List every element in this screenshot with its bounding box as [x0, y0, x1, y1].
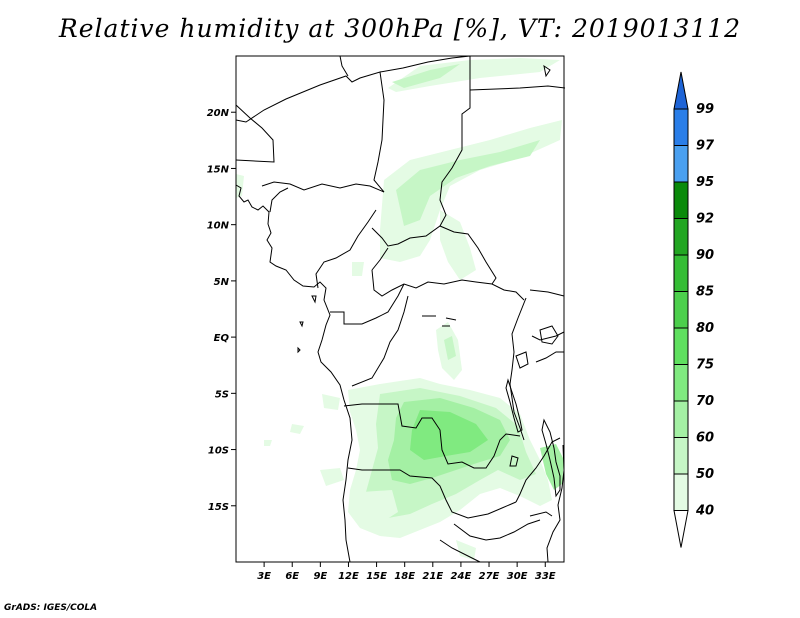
colorbar-label: 95	[696, 175, 714, 190]
humidity-contour	[290, 424, 304, 434]
lat-tick-label: 20N	[207, 108, 230, 119]
humidity-contour	[388, 58, 560, 92]
lake-outline	[539, 325, 559, 345]
lake-outline	[422, 315, 457, 327]
colorbar-label: 70	[696, 394, 714, 409]
colorbar: 99 97 95 92 90 85 80 75 70 60 50 40	[673, 71, 715, 548]
border-line	[371, 269, 525, 301]
colorbar-label: 85	[696, 285, 714, 300]
lon-tick-label: 21E	[422, 571, 443, 582]
lat-tick-label: 15S	[208, 502, 229, 513]
lat-tick-label: 15N	[207, 164, 230, 175]
colorbar-label: 99	[696, 102, 714, 117]
lake-outline	[541, 418, 561, 498]
chart-title: Relative humidity at 300hPa [%], VT: 201…	[58, 14, 742, 43]
lake-outline	[505, 378, 523, 433]
colorbar-segment	[673, 327, 689, 365]
lat-tick-label: 5N	[214, 277, 230, 288]
lat-tick-label: 5S	[215, 389, 229, 400]
lon-tick-label: 6E	[285, 571, 299, 582]
humidity-contour	[320, 468, 344, 486]
humidity-contour	[352, 262, 364, 276]
colorbar-segment	[673, 473, 689, 511]
humidity-contour	[456, 540, 476, 560]
humidity-contour	[362, 490, 398, 526]
credit-text: GrADS: IGES/COLA	[4, 603, 98, 613]
colorbar-segment	[673, 291, 689, 329]
colorbar-segment	[673, 364, 689, 402]
colorbar-label: 97	[696, 139, 715, 154]
lon-tick-label: 18E	[394, 571, 415, 582]
colorbar-segment	[673, 145, 689, 183]
colorbar-segment	[673, 108, 689, 146]
colorbar-segment	[673, 400, 689, 438]
border-line	[330, 283, 405, 325]
colorbar-segment	[673, 218, 689, 256]
lake-outline	[529, 511, 553, 517]
country-borders	[235, 55, 566, 563]
map-frame	[235, 55, 565, 563]
colorbar-label: 40	[695, 504, 714, 519]
border-line	[379, 55, 471, 227]
border-line	[453, 519, 541, 541]
humidity-contour	[264, 440, 272, 446]
border-line	[371, 225, 497, 285]
lat-tick-label: EQ	[214, 333, 230, 344]
border-line	[315, 209, 377, 289]
humidity-contour	[440, 210, 476, 280]
humidity-contour	[322, 394, 340, 410]
lat-tick-label: 10N	[207, 221, 230, 232]
border-line	[261, 181, 385, 193]
lon-tick-label: 15E	[366, 571, 387, 582]
lon-tick-label: 27E	[479, 571, 500, 582]
humidity-contour	[392, 64, 460, 88]
border-line	[235, 104, 275, 163]
border-line	[535, 351, 564, 363]
colorbar-label: 60	[696, 431, 714, 446]
lon-tick-label: 24E	[451, 571, 472, 582]
map-axes: 20N 15N 10N 5N EQ 5S 10S 15S 3E 6E 9E 12E 15E 18E 21E 2…	[207, 108, 556, 582]
lat-tick-label: 10S	[208, 446, 229, 457]
colorbar-segment	[673, 437, 689, 475]
lon-tick-label: 3E	[257, 571, 271, 582]
border-line	[339, 55, 349, 77]
colorbar-label: 90	[696, 248, 714, 263]
humidity-shading	[236, 58, 564, 560]
island-outline	[297, 64, 551, 354]
humidity-contour	[396, 140, 540, 226]
humidity-contour	[410, 410, 488, 460]
lon-tick-label: 30E	[507, 571, 528, 582]
border-line	[529, 289, 565, 297]
lake-outline	[515, 351, 529, 369]
border-line	[439, 539, 481, 563]
border-line	[269, 187, 289, 213]
border-line	[371, 247, 389, 271]
lon-tick-label: 33E	[535, 571, 556, 582]
colorbar-segment	[673, 181, 689, 219]
coastline	[235, 184, 353, 563]
humidity-contour	[404, 488, 432, 508]
lon-tick-label: 9E	[313, 571, 327, 582]
colorbar-label: 50	[696, 467, 714, 482]
colorbar-label: 92	[696, 212, 714, 227]
colorbar-segment	[673, 254, 689, 292]
colorbar-label: 75	[696, 358, 714, 373]
border-line	[469, 85, 566, 91]
border-line	[531, 331, 565, 341]
humidity-contour	[444, 336, 456, 360]
border-line	[235, 71, 385, 193]
border-line	[343, 403, 521, 469]
humidity-contour	[236, 174, 244, 198]
lon-tick-label: 12E	[338, 571, 359, 582]
border-line	[509, 297, 527, 441]
lake-outline	[509, 455, 519, 467]
colorbar-cap-top	[673, 71, 689, 110]
colorbar-label: 80	[696, 321, 714, 336]
border-line	[351, 295, 409, 387]
border-line	[347, 467, 517, 519]
colorbar-cap-bottom	[673, 510, 689, 548]
